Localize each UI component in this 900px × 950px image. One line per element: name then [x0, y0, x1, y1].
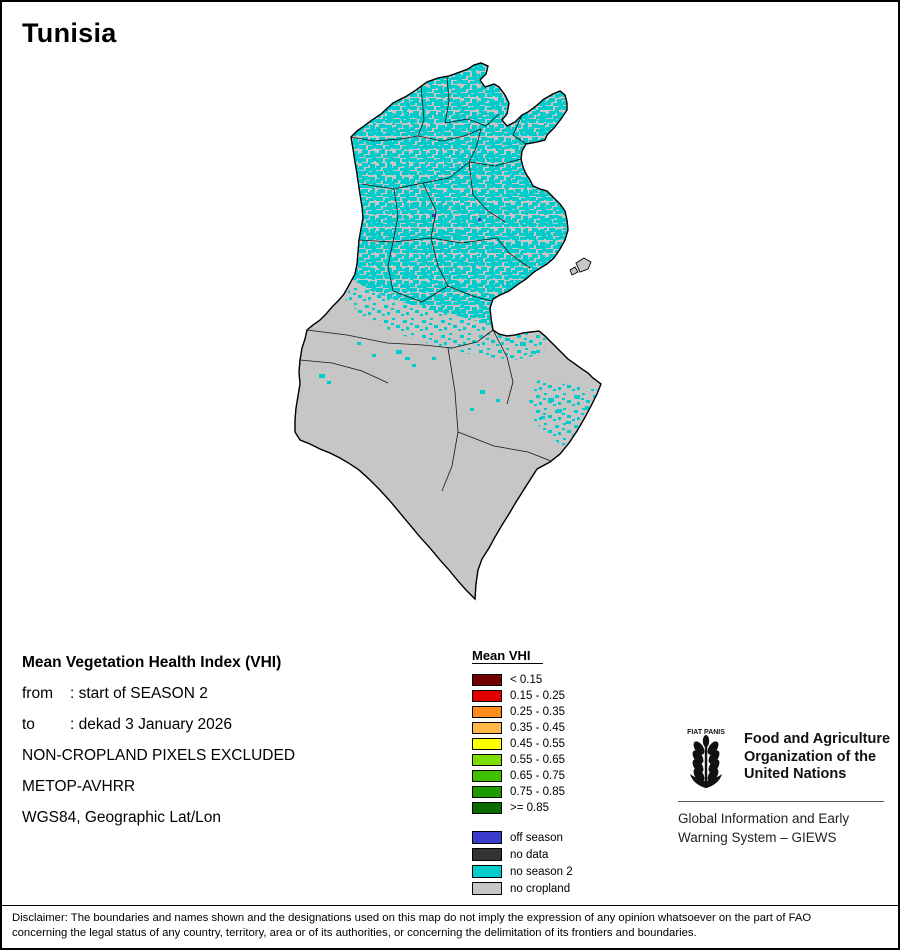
page-title: Tunisia [22, 18, 117, 48]
legend-row: 0.25 - 0.35 [472, 704, 573, 720]
legend-classes: < 0.15 0.15 - 0.25 0.25 - 0.35 0.35 - 0.45 0… [472, 672, 573, 816]
info-line-to: to : dekad 3 January 2026 [22, 709, 295, 740]
legend-row: 0.45 - 0.55 [472, 736, 573, 752]
legend-row: no cropland [472, 880, 573, 897]
legend: Mean VHI < 0.15 0.15 - 0.25 0.25 - 0.35 0.3… [472, 647, 573, 897]
legend-row: >= 0.85 [472, 800, 573, 816]
disclaimer: Disclaimer: The boundaries and names sho… [2, 905, 898, 948]
legend-swatch [472, 848, 502, 861]
info-from-value: : start of SEASON 2 [70, 685, 208, 702]
legend-label: no cropland [510, 882, 571, 895]
legend-row: no data [472, 846, 573, 863]
info-to-value: : dekad 3 January 2026 [70, 716, 233, 733]
legend-row: 0.65 - 0.75 [472, 768, 573, 784]
wheat-ear-icon [690, 735, 722, 788]
legend-label: >= 0.85 [510, 802, 550, 814]
country-outline [294, 62, 602, 601]
legend-swatch [472, 882, 502, 895]
fao-org-name: Food and Agriculture Organization of the… [744, 726, 890, 790]
legend-label: 0.45 - 0.55 [510, 738, 565, 750]
kerkennah-islands [569, 257, 592, 276]
legend-swatch [472, 802, 502, 814]
legend-label: off season [510, 831, 563, 844]
fao-org-line: Food and Agriculture [744, 731, 891, 747]
info-line-sensor: METOP-AVHRR [22, 778, 136, 795]
legend-label: 0.75 - 0.85 [510, 786, 565, 798]
giews-label: Global Information and Early Warning Sys… [678, 809, 849, 847]
legend-row: 0.55 - 0.65 [472, 752, 573, 768]
fao-org-line: Organization of the [744, 748, 877, 765]
legend-title: Mean VHI [472, 648, 543, 664]
fao-divider [678, 801, 884, 802]
legend-label: 0.65 - 0.75 [510, 770, 565, 782]
legend-row: 0.75 - 0.85 [472, 784, 573, 800]
legend-row: 0.35 - 0.45 [472, 720, 573, 736]
legend-swatch [472, 690, 502, 702]
cropland-dense-overlay [302, 63, 601, 332]
legend-row: 0.15 - 0.25 [472, 688, 573, 704]
legend-swatch [472, 706, 502, 718]
info-from-label: from [22, 685, 53, 702]
off-season-specks [432, 214, 481, 221]
fao-org-line: United Nations [744, 766, 847, 782]
legend-label: 0.15 - 0.25 [510, 690, 565, 702]
info-heading: Mean Vegetation Health Index (VHI) [22, 654, 282, 671]
legend-row: off season [472, 829, 573, 846]
fao-block: FIAT PANIS Food and Agriculture Organiza… [678, 726, 890, 790]
admin-boundaries [299, 76, 552, 492]
info-to-label: to [22, 716, 35, 733]
giews-line: Global Information and Early [678, 811, 850, 826]
legend-swatch [472, 865, 502, 878]
legend-label: no season 2 [510, 865, 573, 878]
legend-row: no season 2 [472, 863, 573, 880]
legend-swatch [472, 738, 502, 750]
legend-row: < 0.15 [472, 672, 573, 688]
legend-label: 0.25 - 0.35 [510, 706, 565, 718]
legend-label: 0.55 - 0.65 [510, 754, 565, 766]
legend-swatch [472, 770, 502, 782]
fao-motto: FIAT PANIS [687, 729, 725, 736]
legend-swatch [472, 831, 502, 844]
legend-swatch [472, 674, 502, 686]
info-line-from: from : start of SEASON 2 [22, 678, 295, 709]
map-info-block: Mean Vegetation Health Index (VHI) from:… [22, 647, 295, 833]
info-line-noncropland: NON-CROPLAND PIXELS EXCLUDED [22, 747, 296, 764]
legend-categories: off season no data no season 2 no cropland [472, 829, 573, 897]
giews-line: Warning System – GIEWS [678, 830, 837, 845]
legend-label: < 0.15 [510, 674, 543, 686]
fao-logo: FIAT PANIS [687, 729, 725, 788]
disclaimer-text: Disclaimer: The boundaries and names sho… [12, 912, 812, 939]
legend-label: no data [510, 848, 549, 861]
legend-label: 0.35 - 0.45 [510, 722, 565, 734]
legend-swatch [472, 786, 502, 798]
legend-swatch [472, 754, 502, 766]
legend-swatch [472, 722, 502, 734]
info-line-projection: WGS84, Geographic Lat/Lon [22, 809, 222, 826]
